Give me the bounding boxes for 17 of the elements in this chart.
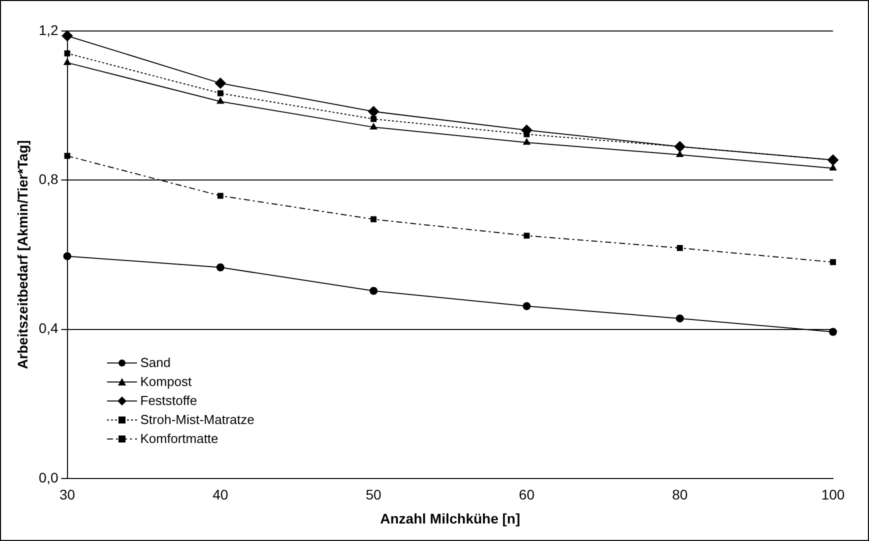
x-tick-label: 60 [518,486,535,503]
legend-label: Sand [140,355,171,370]
x-tick-label: 50 [366,486,382,503]
x-tick-label: 40 [212,486,228,503]
x-tick-label: 30 [59,486,76,503]
legend-label: Stroh-Mist-Matratze [140,412,254,428]
x-axis-title: Anzahl Milchkühe [n] [380,510,520,526]
legend-label: Komfortmatte [140,431,218,446]
legend-label: Feststoffe [140,393,198,408]
y-tick-label: 0,4 [38,320,58,336]
legend-label: Kompost [140,374,192,390]
y-tick-label: 1,2 [38,22,58,38]
y-tick-label: 0,0 [38,469,58,486]
x-tick-label: 80 [672,486,688,503]
x-tick-label: 100 [821,486,845,503]
y-axis-title: Arbeitszeitbedarf [Akmin/Tier*Tag] [14,140,30,370]
y-tick-label: 0,8 [38,170,58,187]
